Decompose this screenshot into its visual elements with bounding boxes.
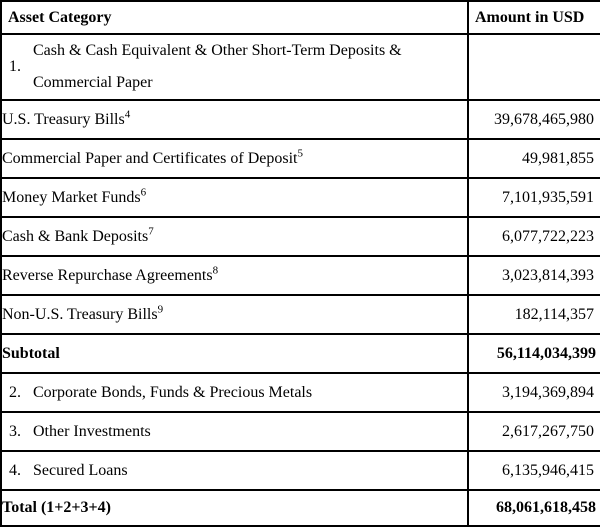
table-row: 2. Corporate Bonds, Funds & Precious Met… [0,372,600,413]
total-label: Total (1+2+3+4) [0,489,469,527]
asset-cell: U.S. Treasury Bills4 [0,99,469,140]
row-label: Money Market Funds [2,188,141,206]
amount-cell: 6,077,722,223 [467,216,600,257]
amount-cell: 2,617,267,750 [467,411,600,452]
row-label: Corporate Bonds, Funds & Precious Metals [33,383,313,401]
table-row: Non-U.S. Treasury Bills9 182,114,357 [0,294,600,335]
footnote-superscript: 4 [124,108,131,121]
amount-cell: 7,101,935,591 [467,177,600,218]
row-label: Commercial Paper and Certificates of Dep… [2,149,298,167]
table-row: U.S. Treasury Bills4 39,678,465,980 [0,99,600,140]
amount-cell [467,33,600,101]
row-number: 4. [9,461,21,479]
asset-cell: 1. Cash & Cash Equivalent & Other Short-… [0,33,469,101]
row-label: Secured Loans [33,461,128,479]
row-label: Cash & Bank Deposits [2,227,149,245]
asset-cell: 3. Other Investments [0,411,469,452]
amount-cell: 3,023,814,393 [467,255,600,296]
table-row: 1. Cash & Cash Equivalent & Other Short-… [0,33,600,101]
subtotal-row: Subtotal 56,114,034,399 [0,333,600,374]
subtotal-label: Subtotal [0,333,469,374]
row-number: 3. [9,422,21,440]
amount-cell: 6,135,946,415 [467,450,600,491]
table-row: 4. Secured Loans 6,135,946,415 [0,450,600,491]
amount-cell: 39,678,465,980 [467,99,600,140]
table-row: Commercial Paper and Certificates of Dep… [0,138,600,179]
row-label: Cash & Cash Equivalent & Other Short-Ter… [33,42,402,91]
row-number: 1. [9,58,21,75]
row-label: Other Investments [33,422,151,440]
asset-cell: Non-U.S. Treasury Bills9 [0,294,469,335]
asset-category-header: Asset Category [0,0,469,35]
amount-cell: 49,981,855 [467,138,600,179]
row-number: 2. [9,383,21,401]
table-header-row: Asset Category Amount in USD [0,0,600,35]
row-label: U.S. Treasury Bills [2,110,125,128]
total-row: Total (1+2+3+4) 68,061,618,458 [0,489,600,527]
asset-cell: 4. Secured Loans [0,450,469,491]
total-amount: 68,061,618,458 [467,489,600,527]
table-row: Money Market Funds6 7,101,935,591 [0,177,600,218]
amount-header: Amount in USD [467,0,600,35]
asset-cell: Reverse Repurchase Agreements8 [0,255,469,296]
table-row: 3. Other Investments 2,617,267,750 [0,411,600,452]
amount-cell: 182,114,357 [467,294,600,335]
table-row: Reverse Repurchase Agreements8 3,023,814… [0,255,600,296]
asset-cell: 2. Corporate Bonds, Funds & Precious Met… [0,372,469,413]
row-label: Reverse Repurchase Agreements [2,266,213,284]
row-label: Non-U.S. Treasury Bills [2,305,158,323]
asset-cell: Cash & Bank Deposits7 [0,216,469,257]
footnote-superscript: 5 [297,147,303,160]
footnote-superscript: 6 [140,186,147,199]
subtotal-amount: 56,114,034,399 [467,333,600,374]
footnote-superscript: 9 [157,303,164,316]
footnote-superscript: 7 [148,225,154,238]
amount-cell: 3,194,369,894 [467,372,600,413]
asset-cell: Commercial Paper and Certificates of Dep… [0,138,469,179]
table-row: Cash & Bank Deposits7 6,077,722,223 [0,216,600,257]
footnote-superscript: 8 [212,264,219,277]
asset-cell: Money Market Funds6 [0,177,469,218]
